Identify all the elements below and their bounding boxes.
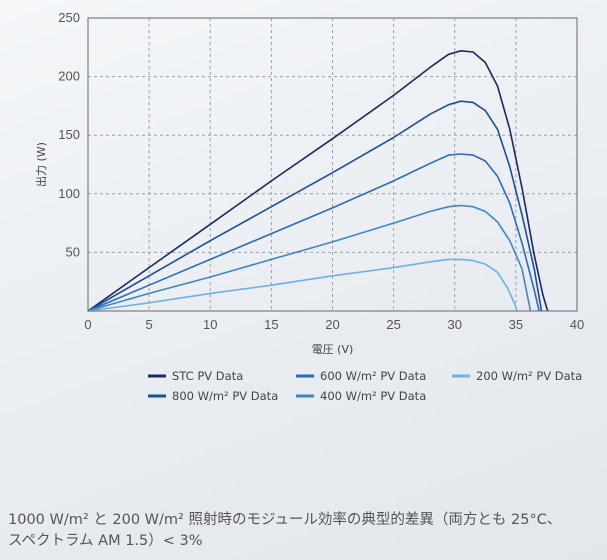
y-tick-label: 200: [58, 69, 80, 84]
legend-label: STC PV Data: [172, 369, 243, 383]
x-tick-label: 35: [509, 317, 523, 332]
plot-frame: [87, 17, 578, 312]
x-tick-label: 0: [84, 317, 91, 332]
pv-chart: 0 5 10 15 20 25 30 35 40 50 100 150 200 250 電圧 (V) 出力…: [34, 10, 584, 403]
legend-label: 400 W/m² PV Data: [320, 389, 426, 403]
y-tick-label: 100: [58, 186, 80, 201]
x-tick-label: 10: [203, 317, 217, 332]
caption: 1000 W/m² と 200 W/m² 照射時のモジュール効率の典型的差異（両…: [8, 510, 603, 552]
y-axis-label: 出力 (W): [34, 142, 48, 187]
series-line-4: [87, 258, 518, 312]
x-tick-label: 5: [146, 317, 153, 332]
chart-grid: [88, 18, 577, 311]
x-tick-label: 15: [264, 317, 278, 332]
y-tick-label: 150: [58, 127, 80, 142]
y-tick-label: 50: [66, 244, 80, 259]
y-tick-label: 250: [58, 10, 80, 25]
caption-line-2: スペクトラム AM 1.5）< 3%: [8, 533, 203, 549]
legend-label: 800 W/m² PV Data: [172, 389, 278, 403]
series-line-1: [87, 100, 543, 312]
legend-label: 600 W/m² PV Data: [320, 369, 426, 383]
caption-line-1: 1000 W/m² と 200 W/m² 照射時のモジュール効率の典型的差異（両…: [8, 512, 562, 528]
series-line-3: [87, 204, 532, 312]
chart-series: [87, 50, 549, 312]
x-tick-label: 30: [448, 317, 462, 332]
x-tick-label: 20: [325, 317, 339, 332]
x-tick-label: 25: [386, 317, 400, 332]
chart-legend: STC PV Data 600 W/m² PV Data 200 W/m² PV D…: [148, 369, 582, 403]
series-line-2: [87, 153, 540, 312]
series-line-0: [87, 50, 549, 312]
axis-ticks: 0 5 10 15 20 25 30 35 40 50 100 150 200 250: [58, 10, 584, 332]
x-tick-label: 40: [570, 317, 584, 332]
x-axis-label: 電圧 (V): [312, 343, 354, 356]
legend-label: 200 W/m² PV Data: [476, 369, 582, 383]
